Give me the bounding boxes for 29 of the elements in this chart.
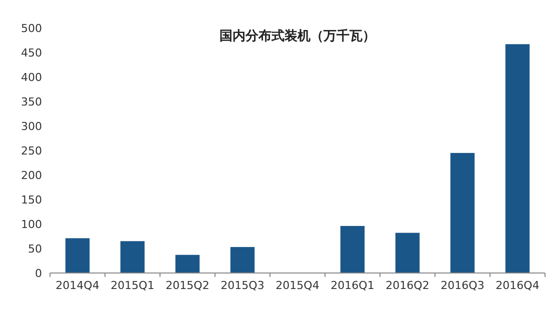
x-tick-label: 2015Q2 <box>166 279 210 292</box>
y-tick-label: 300 <box>21 120 42 133</box>
bar <box>505 44 530 273</box>
bar <box>65 238 90 273</box>
x-tick-label: 2015Q1 <box>110 279 154 292</box>
bar <box>450 152 475 273</box>
x-tick-label: 2015Q3 <box>220 279 264 292</box>
y-tick-label: 250 <box>21 144 42 158</box>
x-tick-label: 2016Q3 <box>440 279 484 292</box>
x-tick-label: 2015Q4 <box>276 279 320 292</box>
bar <box>120 241 145 273</box>
bar <box>395 232 420 273</box>
y-tick-label: 100 <box>21 218 42 231</box>
x-tick-label: 2016Q1 <box>330 279 374 292</box>
y-tick-label: 150 <box>21 194 42 206</box>
y-tick-label: 0 <box>35 267 42 280</box>
chart-title: 国内分布式装机（万千瓦） <box>220 28 376 44</box>
bar <box>175 254 200 273</box>
x-tick-label: 2016Q2 <box>386 279 430 292</box>
y-tick-label: 50 <box>28 242 42 256</box>
y-tick-label: 200 <box>21 169 42 182</box>
y-tick-label: 400 <box>21 71 42 84</box>
y-tick-label: 450 <box>21 46 42 60</box>
bar <box>340 226 365 273</box>
bar <box>230 247 255 273</box>
y-tick-label: 350 <box>21 96 42 108</box>
y-tick-label: 500 <box>21 22 42 35</box>
x-tick-label: 2016Q4 <box>496 279 540 292</box>
x-tick-label: 2014Q4 <box>56 279 100 292</box>
